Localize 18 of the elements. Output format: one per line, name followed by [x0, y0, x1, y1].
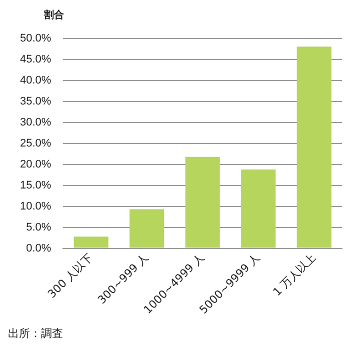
bar	[185, 156, 220, 248]
bar	[241, 169, 276, 248]
y-tick-label: 5.0%	[26, 221, 52, 234]
y-tick-label: 15.0%	[20, 179, 52, 192]
x-tick-label: 1 万人以上	[270, 250, 318, 299]
text: 出所：調査	[8, 326, 64, 341]
y-axis-title: 割合	[44, 8, 65, 21]
y-tick-label: 30.0%	[20, 116, 52, 129]
y-tick-label: 25.0%	[20, 137, 52, 150]
bar	[296, 46, 332, 248]
y-tick-label: 10.0%	[20, 200, 52, 212]
y-tick-label: 20.0%	[20, 158, 52, 170]
y-tick-label: 50.0%	[20, 32, 52, 45]
y-tick-label: 40.0%	[20, 74, 52, 87]
bar	[130, 209, 164, 248]
y-tick-label: 45.0%	[20, 54, 52, 66]
y-tick-label: 35.0%	[20, 96, 52, 108]
bar	[74, 236, 108, 248]
